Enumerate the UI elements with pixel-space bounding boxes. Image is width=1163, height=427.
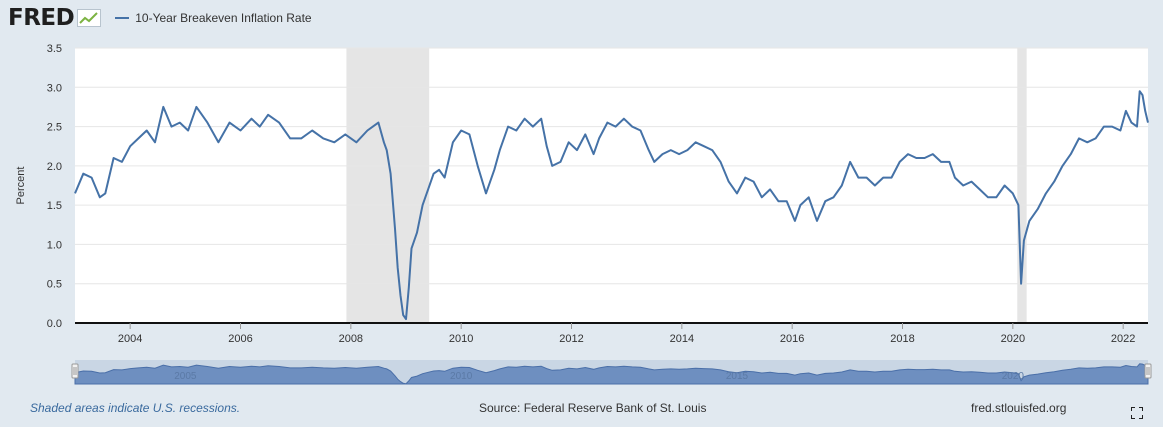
recession-band (346, 48, 430, 323)
legend-label: 10-Year Breakeven Inflation Rate (135, 11, 312, 25)
legend: 10-Year Breakeven Inflation Rate (115, 11, 312, 25)
navigator-handle[interactable] (1144, 363, 1152, 379)
fred-logo[interactable]: FRED (8, 5, 75, 31)
navigator-label: 2005 (174, 371, 197, 382)
chart-header: FRED 10-Year Breakeven Inflation Rate (8, 5, 312, 31)
series-line (74, 90, 1149, 321)
navigator-label: 2010 (450, 371, 473, 382)
recession-note: Shaded areas indicate U.S. recessions. (30, 401, 241, 415)
navigator-handle[interactable] (71, 363, 79, 379)
x-tick-label: 2006 (228, 333, 252, 345)
fullscreen-icon[interactable] (1131, 407, 1143, 419)
x-tick-label: 2010 (449, 333, 473, 345)
y-tick-label: 1.0 (47, 239, 62, 251)
y-tick-label: 0.0 (47, 318, 62, 330)
navigator-label: 2015 (726, 371, 749, 382)
x-tick-label: 2016 (780, 333, 804, 345)
x-tick-label: 2012 (559, 333, 583, 345)
y-tick-label: 0.5 (47, 279, 62, 291)
y-tick-label: 2.0 (47, 161, 62, 173)
navigator-label: 2020 (1002, 371, 1025, 382)
navigator-area (74, 363, 1149, 385)
y-tick-label: 2.5 (47, 122, 62, 134)
y-axis-title: Percent (15, 167, 27, 205)
x-tick-label: 2018 (890, 333, 914, 345)
y-tick-label: 1.5 (47, 200, 62, 212)
plot-area (75, 48, 1148, 323)
x-tick-label: 2014 (670, 333, 694, 345)
x-tick-label: 2008 (339, 333, 363, 345)
site-link[interactable]: fred.stlouisfed.org (971, 401, 1067, 415)
source-text: Source: Federal Reserve Bank of St. Loui… (479, 401, 707, 415)
recession-band (1017, 48, 1027, 323)
chart-line-icon (77, 9, 102, 27)
y-tick-label: 3.5 (47, 43, 62, 55)
x-tick-label: 2022 (1111, 333, 1135, 345)
x-tick-label: 2004 (118, 333, 142, 345)
y-tick-label: 3.0 (47, 82, 62, 94)
legend-swatch (115, 17, 130, 19)
x-tick-label: 2020 (1001, 333, 1025, 345)
